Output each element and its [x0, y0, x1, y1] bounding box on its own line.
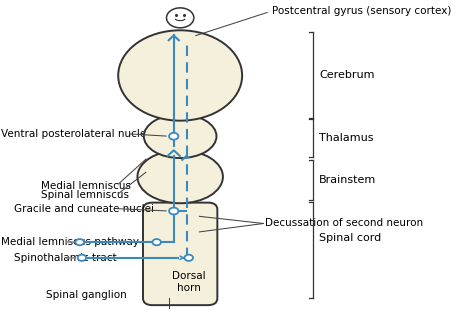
Circle shape — [169, 133, 178, 140]
Text: Dorsal
horn: Dorsal horn — [172, 271, 205, 293]
Text: Decussation of second neuron: Decussation of second neuron — [265, 218, 423, 228]
Circle shape — [118, 30, 242, 121]
Text: Cerebrum: Cerebrum — [319, 70, 374, 80]
Text: Postcentral gyrus (sensory cortex): Postcentral gyrus (sensory cortex) — [272, 6, 451, 16]
Text: Spinothalamic tract: Spinothalamic tract — [14, 253, 116, 263]
Circle shape — [78, 255, 86, 261]
Text: Ventral posterolateral nucleus: Ventral posterolateral nucleus — [0, 129, 158, 139]
Ellipse shape — [144, 115, 217, 158]
Ellipse shape — [137, 150, 223, 203]
Circle shape — [166, 8, 194, 28]
Text: Spinal ganglion: Spinal ganglion — [46, 290, 126, 300]
Text: Thalamus: Thalamus — [319, 133, 374, 143]
Text: Medial lemniscus: Medial lemniscus — [41, 181, 131, 191]
Circle shape — [184, 255, 193, 261]
Text: Brainstem: Brainstem — [319, 175, 376, 185]
Text: Spinal lemniscus: Spinal lemniscus — [41, 190, 129, 200]
Circle shape — [153, 239, 161, 245]
FancyBboxPatch shape — [143, 203, 218, 305]
Text: Gracile and cuneate nuclei: Gracile and cuneate nuclei — [14, 203, 154, 213]
Circle shape — [169, 208, 178, 214]
Text: Spinal cord: Spinal cord — [319, 233, 381, 243]
Text: Medial lemniscus pathway: Medial lemniscus pathway — [0, 237, 139, 247]
Circle shape — [75, 239, 84, 245]
